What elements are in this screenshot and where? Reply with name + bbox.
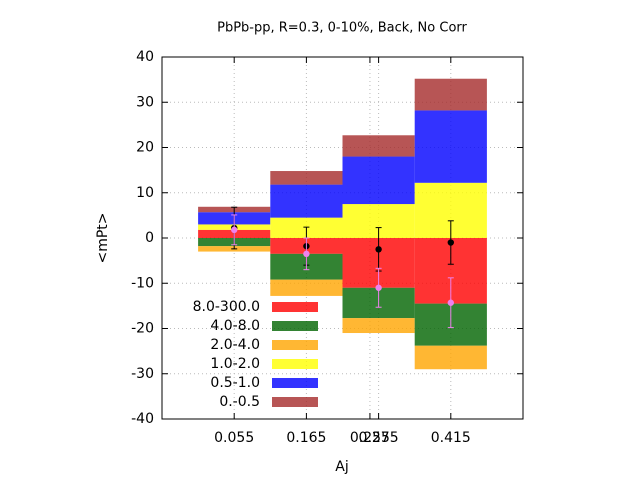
legend-label: 0.-0.5 <box>219 394 260 410</box>
legend-swatch <box>272 340 318 350</box>
y-tick-label: -40 <box>131 411 154 427</box>
point <box>303 250 310 258</box>
point <box>447 239 454 246</box>
legend-swatch <box>272 397 318 407</box>
x-axis-label: Aj <box>335 459 348 475</box>
bar-segment <box>414 345 487 370</box>
bar-segment <box>342 156 415 205</box>
chart-title: PbPb-pp, R=0.3, 0-10%, Back, No Corr <box>217 21 467 36</box>
legend-swatch <box>272 378 318 388</box>
bar-segment <box>270 171 343 185</box>
plot-frame <box>161 56 524 420</box>
bar-segment <box>270 279 343 296</box>
legend-label: 2.0-4.0 <box>210 337 260 353</box>
x-tick-label: 0.255 <box>350 430 390 446</box>
y-tick-label: -30 <box>131 366 154 382</box>
legend-label: 8.0-300.0 <box>193 299 260 315</box>
legend-swatch <box>272 359 318 369</box>
bar-segment <box>414 110 487 183</box>
y-tick-label: 20 <box>136 140 154 156</box>
point <box>447 299 454 306</box>
x-tick-label: 0.055 <box>214 430 254 446</box>
legend-label: 0.5-1.0 <box>210 375 260 391</box>
y-tick-label: 0 <box>145 230 154 246</box>
point <box>375 246 382 253</box>
point <box>375 284 382 291</box>
y-axis-label: <mPt> <box>95 212 111 263</box>
legend-label: 4.0-8.0 <box>210 318 260 334</box>
x-tick-label: 0.165 <box>286 430 326 446</box>
x-tick-label: 0.415 <box>431 430 471 446</box>
legend-swatch <box>272 321 318 331</box>
bar-segment <box>342 318 415 334</box>
y-tick-label: 10 <box>136 185 154 201</box>
y-tick-label: 40 <box>136 49 154 65</box>
y-tick-label: 30 <box>136 94 154 110</box>
x-tick-label: 0.275 <box>359 430 399 446</box>
bar-segment <box>414 78 487 111</box>
bar-segment <box>270 184 343 218</box>
y-tick-label: -10 <box>131 275 154 291</box>
legend-label: 1.0-2.0 <box>210 356 260 372</box>
y-tick-label: -20 <box>131 321 154 337</box>
point <box>231 226 238 234</box>
legend-swatch <box>272 302 318 312</box>
bar-segment <box>342 135 415 157</box>
